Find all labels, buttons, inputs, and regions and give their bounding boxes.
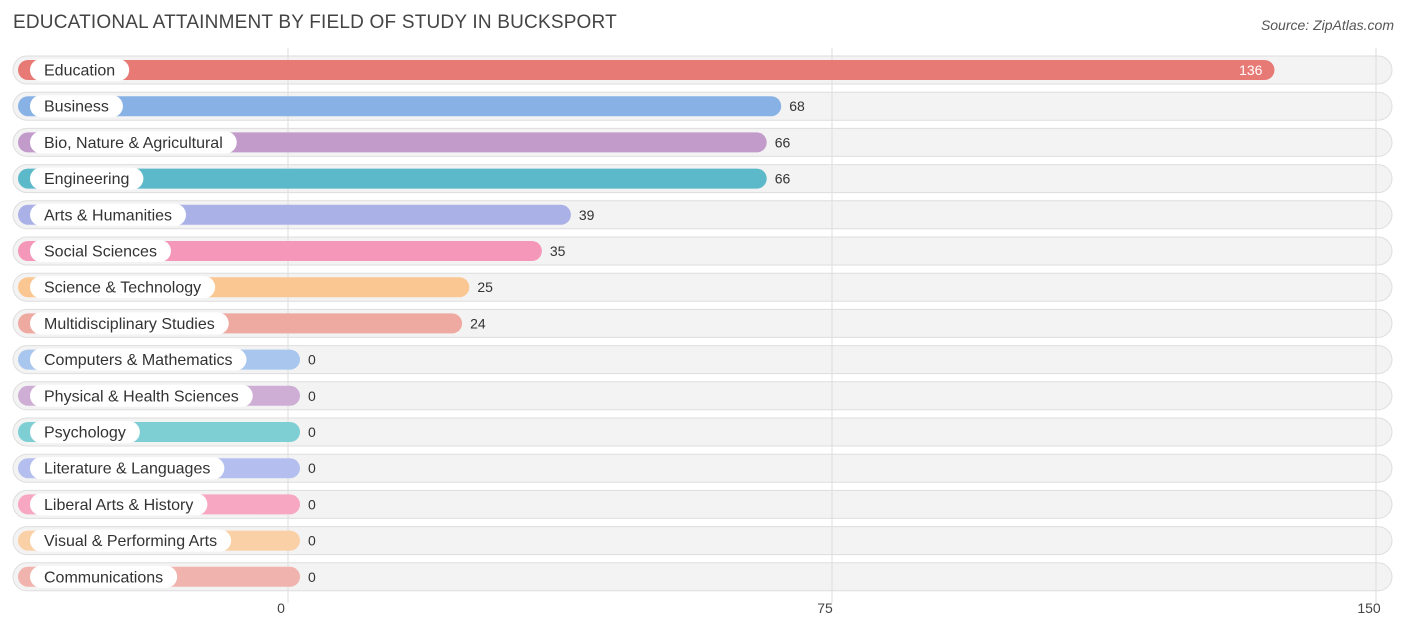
x-tick-label: 75 [817, 600, 833, 616]
data-label: 0 [308, 460, 316, 476]
category-label: Education [44, 63, 115, 80]
row-background [12, 381, 1393, 411]
data-label: 0 [308, 533, 316, 549]
bar-row: Bio, Nature & Agricultural 66 [18, 131, 791, 154]
category-label-pill [30, 167, 144, 190]
bar-row: Education 136 [18, 59, 1275, 81]
row-background [12, 345, 1393, 375]
category-label-pill [30, 59, 130, 81]
category-label: Psychology [44, 425, 126, 442]
category-label: Visual & Performing Arts [44, 533, 217, 550]
data-label: 0 [308, 424, 316, 440]
category-label-pill [30, 240, 171, 262]
bar [18, 168, 767, 189]
chart-source: Source: ZipAtlas.com [1260, 17, 1394, 33]
category-label-pill [30, 457, 225, 480]
category-label-pill [30, 312, 229, 335]
bar-row: Communications 0 [18, 565, 316, 588]
data-label: 25 [477, 279, 493, 295]
category-label: Multidisciplinary Studies [44, 316, 215, 333]
bar-row: Social Sciences 35 [18, 240, 566, 262]
category-label-pill [30, 493, 208, 516]
category-label-pill [30, 529, 232, 552]
category-label: Communications [44, 569, 163, 586]
category-label-pill [30, 421, 140, 443]
data-label: 66 [775, 171, 791, 187]
bar-row: Business 68 [18, 95, 805, 118]
category-label: Literature & Languages [44, 461, 210, 478]
x-tick-label: 150 [1357, 600, 1381, 616]
bar-row: Visual & Performing Arts 0 [18, 529, 316, 552]
data-label: 68 [789, 98, 805, 114]
chart-title: EDUCATIONAL ATTAINMENT BY FIELD OF STUDY… [13, 12, 617, 33]
category-label: Science & Technology [44, 280, 201, 297]
row-background [12, 417, 1393, 447]
bar-row: Liberal Arts & History 0 [18, 493, 316, 516]
data-label: 136 [1239, 62, 1263, 78]
row-background [12, 526, 1393, 556]
category-label-pill [30, 565, 178, 588]
category-label: Bio, Nature & Agricultural [44, 135, 223, 152]
ticks-layer: 0 75 150 [277, 600, 1381, 616]
category-label: Social Sciences [44, 244, 157, 261]
category-label: Business [44, 99, 109, 116]
bar-row: Engineering 66 [18, 167, 791, 190]
category-label: Engineering [44, 171, 129, 188]
category-label: Physical & Health Sciences [44, 388, 239, 405]
x-tick-label: 0 [277, 600, 285, 616]
bar-row: Computers & Mathematics 0 [18, 348, 316, 371]
bar-row: Literature & Languages 0 [18, 457, 316, 480]
bar-row: Physical & Health Sciences 0 [18, 384, 316, 407]
data-label: 66 [775, 134, 791, 150]
category-label-pill [30, 384, 253, 407]
bar-row: Psychology 0 [18, 421, 316, 443]
row-background [12, 489, 1393, 519]
category-label-pill [30, 203, 187, 226]
category-label-pill [30, 131, 237, 154]
row-background [12, 562, 1393, 592]
data-label: 24 [470, 315, 486, 331]
rows-layer: Education 136 Business 68 Bio, Nature & Agri… [18, 59, 1275, 588]
bar [18, 60, 1275, 80]
bar-row: Arts & Humanities 39 [18, 203, 595, 226]
category-label-pill [30, 95, 123, 118]
category-label: Arts & Humanities [44, 207, 172, 224]
row-background [12, 453, 1393, 483]
bar [18, 96, 782, 117]
category-label: Computers & Mathematics [44, 352, 233, 369]
category-label: Liberal Arts & History [44, 497, 193, 514]
bar-row: Multidisciplinary Studies 24 [18, 312, 486, 335]
category-label-pill [30, 276, 216, 299]
data-label: 39 [579, 207, 595, 223]
category-label-pill [30, 348, 247, 371]
data-label: 0 [308, 352, 316, 368]
data-label: 0 [308, 496, 316, 512]
data-label: 0 [308, 388, 316, 404]
data-label: 0 [308, 569, 316, 585]
data-label: 35 [550, 243, 566, 259]
bar-row: Science & Technology 25 [18, 276, 493, 299]
